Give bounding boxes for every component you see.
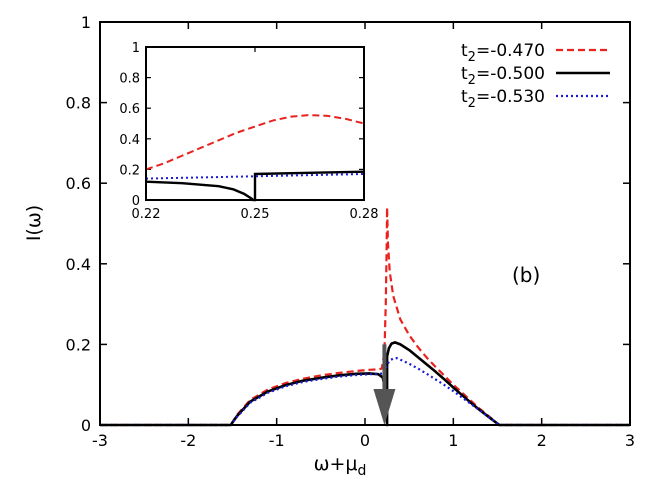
legend-label-main: t bbox=[461, 41, 468, 61]
inset-series-line-0 bbox=[145, 114, 365, 171]
inset-y-tick-label: 0.8 bbox=[119, 72, 140, 87]
legend-label-sub: 2 bbox=[468, 50, 476, 65]
inset-frame bbox=[145, 46, 365, 201]
legend-label-1: t2=-0.500 bbox=[461, 64, 545, 88]
legend-label-rest: =-0.530 bbox=[476, 87, 545, 107]
y-axis-label: I(ω) bbox=[23, 205, 45, 241]
inset-y-tick-label: 0.4 bbox=[119, 133, 140, 148]
inset-y-tick-label: 0 bbox=[132, 194, 140, 209]
legend-label-main: t bbox=[461, 87, 468, 107]
x-tick-label: 2 bbox=[537, 431, 547, 450]
y-tick-label: 0.4 bbox=[66, 255, 91, 274]
inset-y-tick-label: 0.2 bbox=[119, 163, 140, 178]
main-series-group bbox=[100, 206, 630, 427]
x-axis-label: ω+μd bbox=[314, 453, 367, 479]
legend-label-sub: 2 bbox=[468, 73, 476, 88]
inset-x-tick-label: 0.25 bbox=[241, 207, 270, 222]
annotation-b: (b) bbox=[512, 263, 540, 287]
legend-label-main: t bbox=[461, 64, 468, 84]
series-line-1 bbox=[100, 341, 630, 427]
main-axes-ticks: -3 -2 -1 0 1 2 3 0 0.2 0.4 0.6 0.8 1 bbox=[66, 13, 636, 450]
x-tick-label: 1 bbox=[448, 431, 458, 450]
x-tick-label: -3 bbox=[92, 431, 108, 450]
legend-label-2: t2=-0.530 bbox=[461, 87, 545, 111]
x-axis-label-sub: d bbox=[358, 463, 367, 479]
inset-series-line-2 bbox=[145, 172, 365, 180]
inset-plot: 0.22 0.25 0.28 0 0.2 0.4 0.6 0.8 1 bbox=[119, 41, 378, 222]
x-tick-label: -1 bbox=[269, 431, 285, 450]
legend-label-rest: =-0.500 bbox=[476, 64, 545, 84]
x-tick-label: -2 bbox=[180, 431, 196, 450]
inset-y-tick-label: 1 bbox=[132, 41, 140, 56]
x-tick-label: 0 bbox=[360, 431, 370, 450]
series-line-0 bbox=[100, 206, 630, 427]
arrow-head bbox=[373, 389, 396, 425]
inset-x-tick-label: 0.28 bbox=[350, 207, 379, 222]
y-tick-label: 0.8 bbox=[66, 94, 91, 113]
x-tick-label: 3 bbox=[625, 431, 635, 450]
legend-label-0: t2=-0.470 bbox=[461, 41, 545, 65]
y-tick-label: 1 bbox=[81, 13, 91, 32]
y-tick-label: 0.2 bbox=[66, 335, 91, 354]
legend-label-sub: 2 bbox=[468, 96, 476, 111]
main-plot-frame bbox=[99, 21, 631, 426]
x-axis-label-main: ω+μ bbox=[314, 453, 358, 475]
series-line-2 bbox=[100, 357, 630, 427]
inset-y-tick-label: 0.6 bbox=[119, 102, 140, 117]
y-tick-label: 0.6 bbox=[66, 174, 91, 193]
arrow-group bbox=[373, 344, 396, 425]
y-tick-label: 0 bbox=[81, 416, 91, 435]
inset-x-tick-label: 0.22 bbox=[132, 207, 161, 222]
legend-label-rest: =-0.470 bbox=[476, 41, 545, 61]
